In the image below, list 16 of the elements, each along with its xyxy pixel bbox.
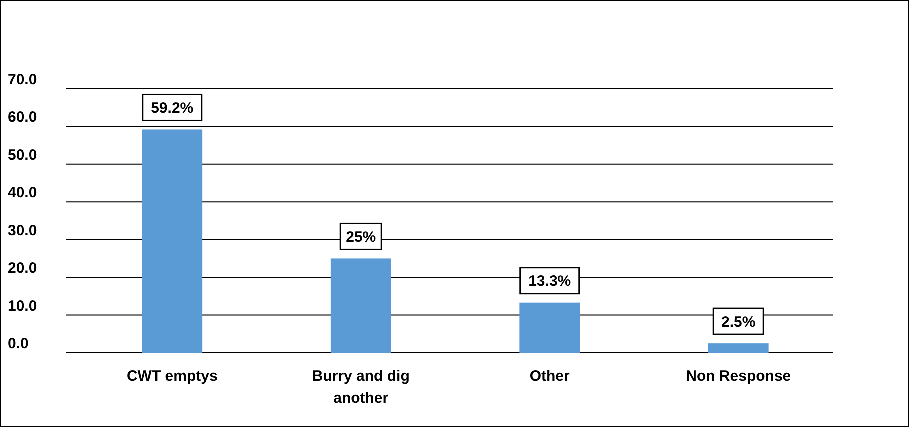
y-tick-label: 50.0 (8, 146, 38, 164)
y-tick-label: 10.0 (8, 298, 38, 315)
y-tick-label: 30.0 (8, 222, 38, 240)
x-tick-label: CWT emptys (126, 368, 218, 385)
x-tick-label: Non Response (686, 368, 792, 385)
data-label: 25% (346, 228, 376, 246)
y-tick-label: 60.0 (8, 109, 38, 126)
y-tick-label: 20.0 (8, 260, 38, 278)
y-tick-label: 0.0 (8, 336, 29, 352)
x-tick-label: Burry and dig another (312, 368, 410, 407)
data-label: 2.5% (722, 314, 756, 331)
y-tick-label: 70.0 (8, 72, 38, 88)
data-label: 59.2% (151, 100, 194, 117)
x-tick-label: Other (530, 368, 570, 385)
data-label: 13.3% (528, 273, 572, 290)
y-tick-label: 40.0 (8, 184, 38, 202)
